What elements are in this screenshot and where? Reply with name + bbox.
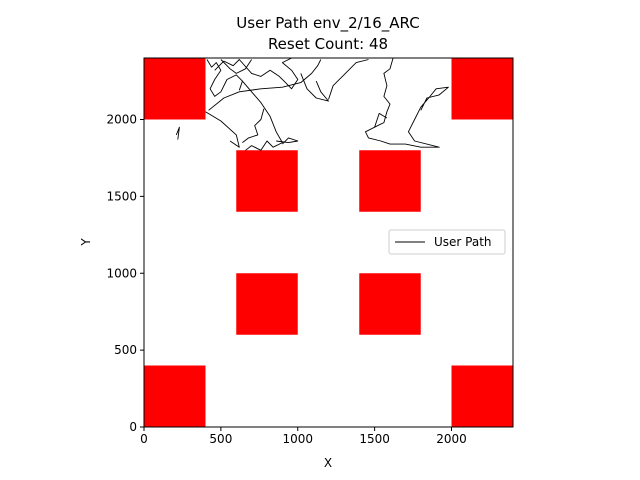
user-path-segment-3	[208, 59, 322, 111]
x-tick-label: 1500	[359, 432, 390, 446]
obstacle-7	[144, 365, 206, 427]
user-path-layer	[175, 58, 449, 151]
user-path-segment-1	[175, 126, 180, 140]
plot-frame	[143, 57, 514, 428]
x-axis-ticks: 0 500 1000 1500 2000	[140, 427, 467, 446]
user-path-segment-9	[276, 137, 299, 145]
obstacles-layer	[144, 58, 513, 427]
y-tick-label: 1000	[106, 266, 137, 280]
legend-label: User Path	[434, 235, 492, 249]
x-tick-label: 500	[209, 432, 232, 446]
obstacle-1	[144, 58, 206, 120]
user-path-segment-6	[220, 59, 252, 74]
obstacle-2	[451, 58, 513, 120]
obstacle-4	[359, 150, 421, 212]
obstacle-8	[451, 365, 513, 427]
chart-subtitle: Reset Count: 48	[268, 35, 388, 53]
y-tick-label: 500	[114, 343, 137, 357]
user-path-segment-8	[242, 108, 265, 143]
user-path-segment-11	[328, 59, 369, 100]
legend-box	[388, 229, 506, 255]
chart-title: User Path env_2/16_ARC	[236, 14, 419, 33]
user-path-segment-12	[364, 58, 449, 148]
y-axis-ticks: 0 500 1000 1500 2000	[106, 113, 144, 434]
y-tick-label: 1500	[106, 189, 137, 203]
x-tick-label: 2000	[436, 432, 467, 446]
x-axis-label: X	[324, 456, 332, 470]
user-path-segment-2	[205, 111, 240, 148]
legend: User Path	[388, 229, 506, 255]
y-tick-label: 2000	[106, 113, 137, 127]
y-axis-label: Y	[79, 238, 93, 247]
obstacle-6	[359, 273, 421, 335]
user-path-segment-7	[242, 80, 283, 151]
x-tick-label: 0	[140, 432, 148, 446]
user-path-segment-4	[206, 59, 243, 97]
user-path-segment-10	[300, 73, 329, 102]
obstacle-3	[236, 150, 298, 212]
y-tick-label: 0	[129, 420, 137, 434]
obstacle-5	[236, 273, 298, 335]
x-tick-label: 1000	[282, 432, 313, 446]
user-path-segment-5	[214, 58, 299, 90]
user-path-segment-13	[374, 112, 388, 128]
